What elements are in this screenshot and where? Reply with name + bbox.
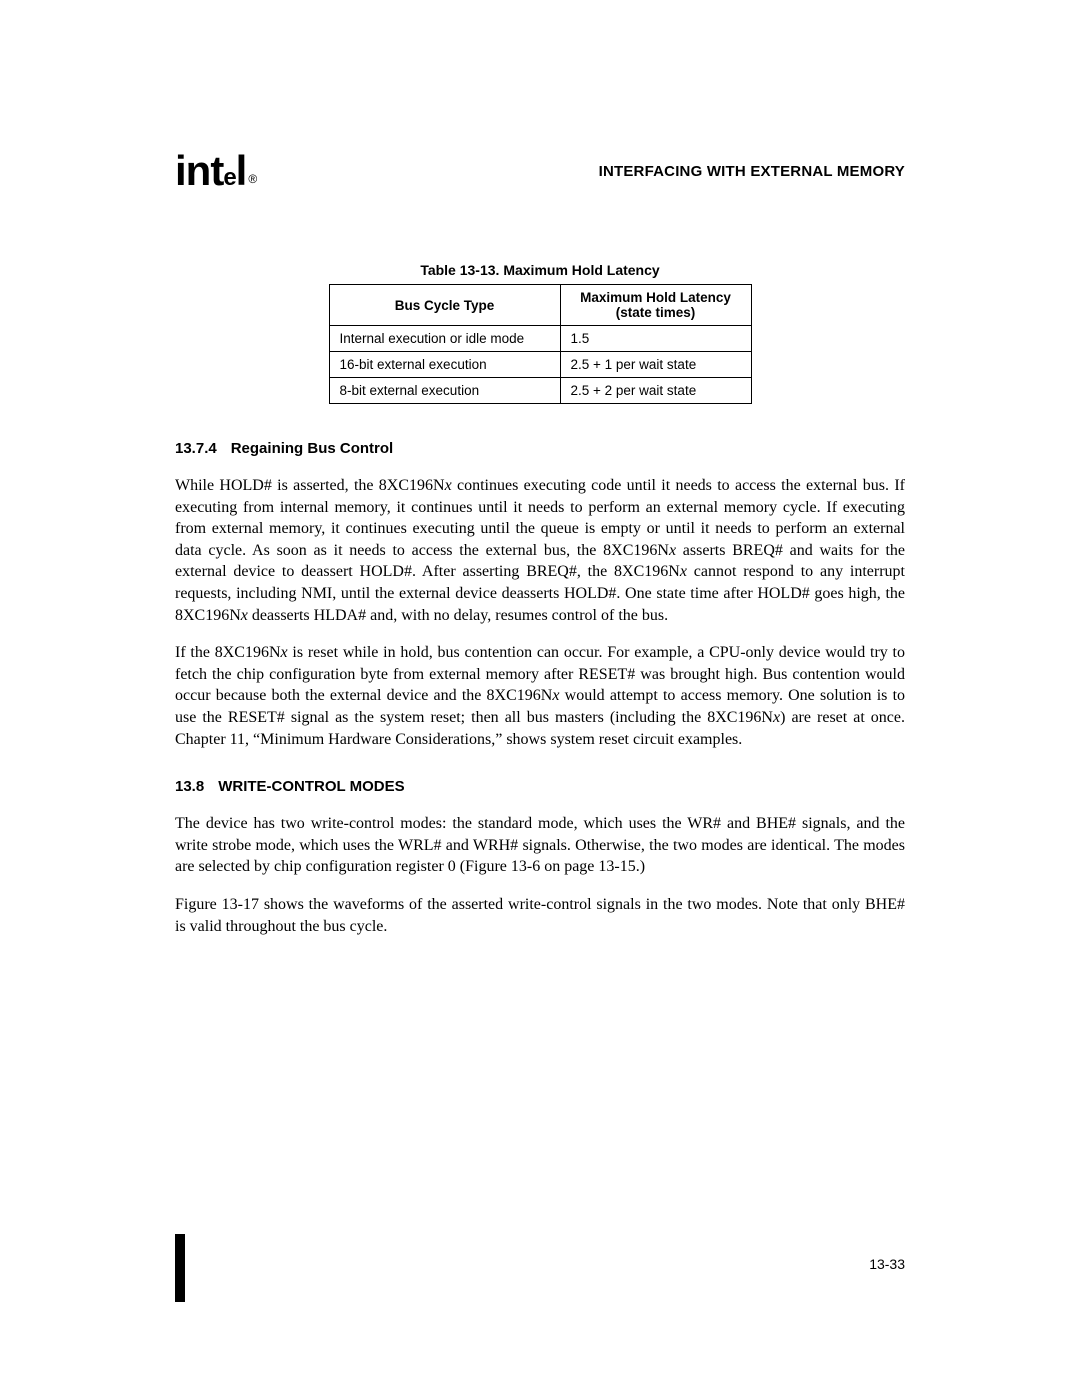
- table-caption: Table 13-13. Maximum Hold Latency: [175, 262, 905, 278]
- cell-0-1: 1.5: [560, 326, 751, 352]
- cell-0-0: Internal execution or idle mode: [329, 326, 560, 352]
- cell-1-0: 16-bit external execution: [329, 352, 560, 378]
- table-row: Internal execution or idle mode 1.5: [329, 326, 751, 352]
- body-paragraph: The device has two write-control modes: …: [175, 813, 905, 878]
- logo: intel®: [175, 150, 255, 192]
- page-number: 13-33: [869, 1256, 905, 1272]
- table-header-1: Maximum Hold Latency (state times): [560, 285, 751, 326]
- page-header: intel® INTERFACING WITH EXTERNAL MEMORY: [175, 150, 905, 192]
- section-heading-1374: 13.7.4 Regaining Bus Control: [175, 440, 905, 457]
- section-number: 13.8: [175, 778, 204, 795]
- logo-text-1: int: [175, 150, 223, 192]
- section-title: WRITE-CONTROL MODES: [218, 778, 404, 795]
- section-heading-138: 13.8 WRITE-CONTROL MODES: [175, 778, 905, 795]
- table-header-0: Bus Cycle Type: [329, 285, 560, 326]
- chapter-title: INTERFACING WITH EXTERNAL MEMORY: [599, 163, 905, 180]
- change-bar: [175, 1234, 185, 1302]
- hold-latency-table: Bus Cycle Type Maximum Hold Latency (sta…: [329, 284, 752, 404]
- registered-icon: ®: [248, 172, 257, 186]
- cell-1-1: 2.5 + 1 per wait state: [560, 352, 751, 378]
- logo-text-2: e: [223, 166, 235, 190]
- body-paragraph: Figure 13-17 shows the waveforms of the …: [175, 894, 905, 937]
- body-paragraph: While HOLD# is asserted, the 8XC196Nx co…: [175, 475, 905, 626]
- logo-text-3: l: [236, 150, 247, 192]
- cell-2-0: 8-bit external execution: [329, 378, 560, 404]
- section-title: Regaining Bus Control: [231, 440, 394, 457]
- table-row: 16-bit external execution 2.5 + 1 per wa…: [329, 352, 751, 378]
- body-paragraph: If the 8XC196Nx is reset while in hold, …: [175, 642, 905, 750]
- table-row: 8-bit external execution 2.5 + 2 per wai…: [329, 378, 751, 404]
- section-number: 13.7.4: [175, 440, 217, 457]
- th1-line2: (state times): [616, 305, 696, 320]
- cell-2-1: 2.5 + 2 per wait state: [560, 378, 751, 404]
- th1-line1: Maximum Hold Latency: [580, 290, 731, 305]
